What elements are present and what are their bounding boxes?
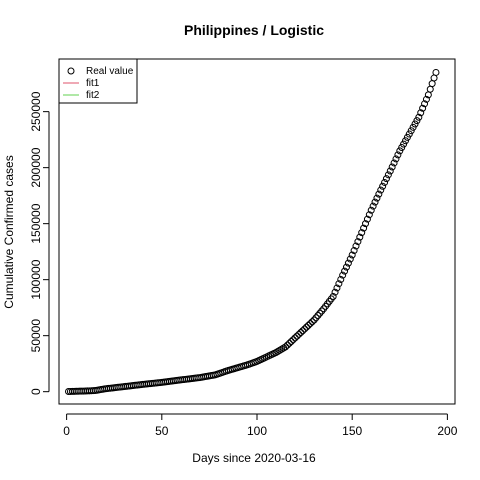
- data-point: [405, 130, 413, 138]
- data-point: [422, 95, 430, 103]
- data-point: [301, 325, 309, 333]
- data-point: [306, 320, 314, 328]
- data-point: [373, 194, 381, 202]
- data-point: [314, 312, 322, 320]
- data-point: [335, 280, 343, 288]
- data-point: [377, 186, 385, 194]
- data-point: [348, 251, 356, 259]
- data-point: [285, 339, 293, 347]
- legend: Real value fit1 fit2: [58, 58, 138, 104]
- data-point: [369, 202, 377, 210]
- data-point: [388, 163, 396, 171]
- data-point: [386, 167, 394, 175]
- data-point: [283, 341, 291, 349]
- data-point: [426, 85, 434, 93]
- data-point: [293, 332, 301, 340]
- data-point: [291, 334, 299, 342]
- data-point: [304, 321, 312, 329]
- x-axis-label: Days since 2020-03-16: [192, 451, 316, 465]
- data-point: [354, 238, 362, 246]
- data-point: [299, 327, 307, 335]
- data-point: [428, 80, 436, 88]
- data-point: [350, 247, 358, 255]
- data-point: [411, 120, 419, 128]
- y-axis-label: Cumulative Confirmed cases: [2, 155, 16, 308]
- data-point: [308, 318, 316, 326]
- data-point: [430, 74, 438, 82]
- legend-box: [58, 58, 138, 104]
- data-point: [403, 133, 411, 141]
- data-point: [363, 215, 371, 223]
- y-tick-label: 100000: [29, 259, 43, 299]
- data-point: [289, 336, 297, 344]
- data-point: [419, 104, 427, 112]
- data-point: [318, 307, 326, 315]
- data-point: [287, 337, 295, 345]
- data-point: [337, 275, 345, 283]
- data-point: [413, 117, 421, 125]
- plot-frame: [58, 58, 456, 405]
- legend-fit1-label: fit1: [86, 78, 100, 89]
- data-point: [384, 171, 392, 179]
- data-point: [409, 123, 417, 131]
- x-tick-label: 150: [342, 424, 362, 438]
- data-point: [375, 190, 383, 198]
- data-point: [407, 127, 415, 135]
- y-tick-label: 200000: [29, 147, 43, 187]
- data-point: [382, 175, 390, 183]
- data-point: [310, 316, 318, 324]
- x-axis: 0 50 100 150 200: [63, 413, 458, 438]
- y-tick-label: 50000: [29, 319, 43, 353]
- y-axis: 0 50000 100000 150000 200000 250000: [29, 91, 50, 395]
- data-point: [390, 159, 398, 167]
- x-tick-label: 0: [63, 424, 70, 438]
- data-point: [379, 182, 387, 190]
- data-points: [65, 68, 440, 396]
- data-point: [371, 198, 379, 206]
- data-point: [400, 140, 408, 148]
- data-point: [339, 271, 347, 279]
- data-point: [392, 155, 400, 163]
- data-point: [402, 137, 409, 145]
- data-point: [362, 220, 370, 228]
- data-point: [297, 329, 305, 337]
- data-point: [342, 263, 350, 271]
- data-point: [415, 113, 423, 121]
- data-point: [352, 242, 360, 250]
- legend-fit2-label: fit2: [86, 90, 100, 101]
- y-tick-label: 150000: [29, 203, 43, 243]
- data-point: [394, 151, 402, 159]
- y-tick-label: 0: [29, 388, 43, 395]
- data-point: [381, 178, 389, 186]
- data-point: [421, 100, 429, 108]
- data-point: [346, 255, 354, 263]
- data-point: [312, 314, 320, 322]
- y-tick-label: 250000: [29, 91, 43, 131]
- data-point: [282, 343, 290, 351]
- data-point: [360, 224, 368, 232]
- legend-real-value-marker: [67, 67, 75, 75]
- data-point: [341, 267, 349, 275]
- data-point: [356, 233, 364, 241]
- data-point: [333, 284, 341, 292]
- data-point: [365, 211, 373, 219]
- data-point: [295, 330, 303, 338]
- data-point: [344, 259, 352, 267]
- data-point: [303, 323, 310, 331]
- data-point: [367, 206, 375, 214]
- chart-title: Philippines / Logistic: [184, 22, 324, 38]
- data-point: [396, 147, 404, 155]
- x-tick-label: 200: [437, 424, 457, 438]
- data-point: [417, 109, 425, 117]
- data-point: [316, 309, 324, 317]
- data-point: [329, 292, 337, 300]
- data-point: [331, 288, 339, 296]
- legend-real-value-label: Real value: [86, 66, 134, 77]
- x-tick-label: 50: [155, 424, 169, 438]
- x-tick-label: 100: [247, 424, 267, 438]
- data-point: [358, 229, 366, 237]
- data-point: [398, 143, 406, 151]
- data-point: [432, 68, 440, 76]
